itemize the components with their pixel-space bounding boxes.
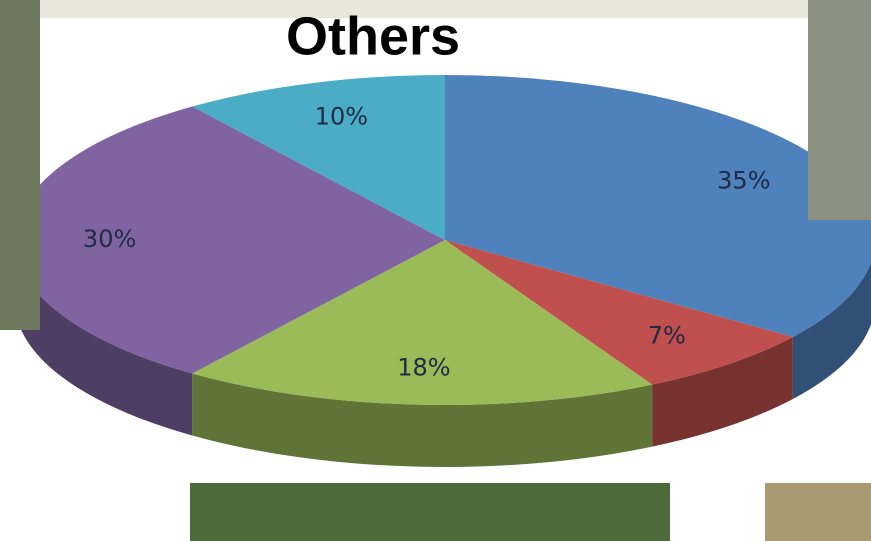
- slice: [15, 106, 445, 374]
- slice-side: [652, 336, 793, 447]
- title-band: [40, 0, 808, 18]
- photo: [765, 483, 871, 541]
- data-label: 18%: [397, 353, 450, 381]
- data-label: 30%: [83, 225, 136, 253]
- slice: [445, 240, 793, 385]
- photo: [808, 0, 871, 220]
- slice-side: [792, 262, 871, 399]
- photo: [0, 0, 40, 330]
- slice-side: [192, 373, 653, 467]
- slice: [192, 240, 653, 405]
- chart-title: Others: [286, 6, 460, 66]
- data-label: 35%: [717, 167, 770, 195]
- photo: [190, 483, 670, 541]
- data-label: 7%: [648, 322, 686, 350]
- data-label: 10%: [315, 103, 368, 131]
- pie: 35% 7% 18% 30% 10%: [15, 75, 871, 467]
- slice: [445, 75, 871, 337]
- slice: [192, 75, 445, 240]
- slice-side: [15, 240, 193, 436]
